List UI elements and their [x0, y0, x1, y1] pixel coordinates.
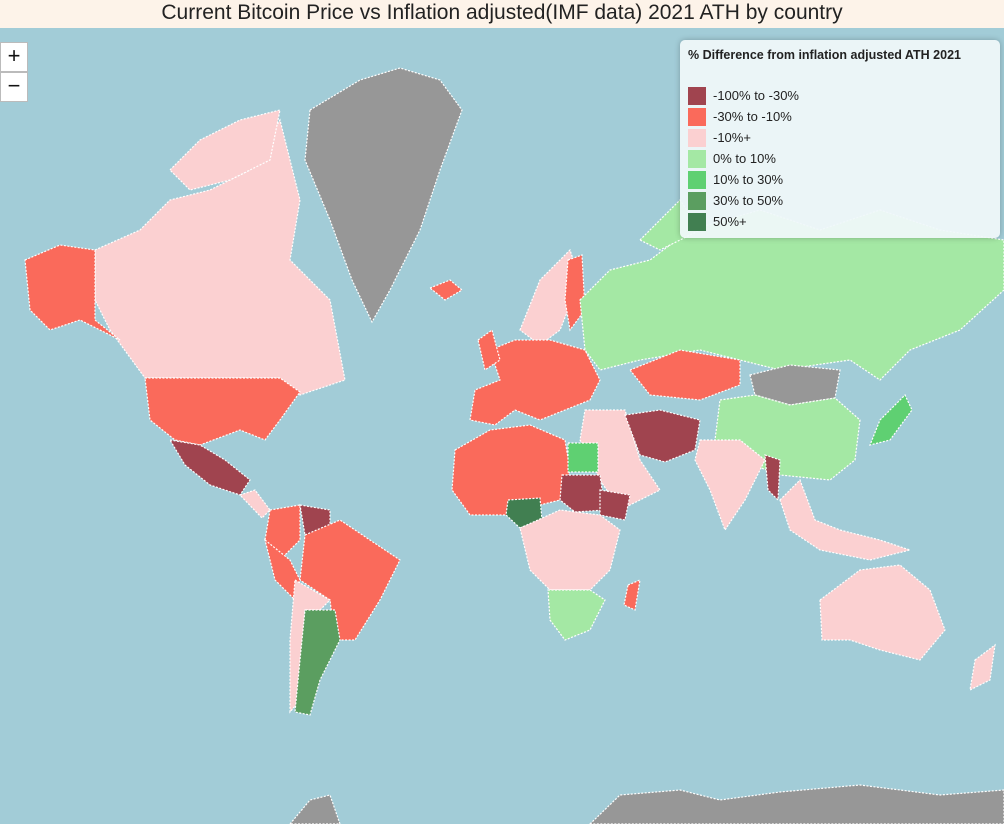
alaska: [24, 244, 121, 341]
legend-label: 30% to 50%: [713, 193, 784, 208]
antarctica: [589, 784, 1004, 824]
iceland: [428, 279, 464, 301]
legend-swatch: [688, 108, 706, 126]
legend-label: -10%+: [713, 130, 751, 145]
brazil: [299, 519, 401, 641]
legend-label: 50%+: [713, 214, 747, 229]
new-zealand: [969, 643, 996, 692]
myanmar: [764, 454, 781, 502]
canada: [94, 118, 346, 396]
legend-swatch: [688, 87, 706, 105]
legend-swatch: [688, 213, 706, 231]
north-africa: [451, 424, 571, 516]
central-africa: [519, 509, 621, 591]
india: [694, 439, 766, 532]
madagascar: [623, 579, 641, 611]
egypt: [567, 442, 599, 473]
legend-swatch: [688, 192, 706, 210]
iran: [624, 409, 701, 463]
arctic-islands: [169, 109, 281, 191]
southeast-asia: [779, 478, 913, 561]
legend-label: -100% to -30%: [713, 88, 799, 103]
usa: [144, 377, 301, 446]
legend-title: % Difference from inflation adjusted ATH…: [688, 48, 961, 62]
australia: [819, 564, 946, 661]
nigeria: [505, 497, 543, 529]
finland: [564, 254, 586, 332]
map-shapes: [24, 67, 1004, 824]
ethiopia: [599, 489, 631, 521]
zoom-out[interactable]: −: [0, 72, 28, 102]
mexico: [168, 439, 251, 496]
sudan: [559, 474, 606, 513]
legend-label: 10% to 30%: [713, 172, 784, 187]
legend: % Difference from inflation adjusted ATH…: [680, 40, 1000, 238]
legend-label: -30% to -10%: [713, 109, 792, 124]
southern-africa: [547, 589, 606, 641]
map: + − % Difference from inflation adjusted…: [0, 28, 1004, 824]
legend-swatch: [688, 129, 706, 147]
kazakhstan: [629, 349, 741, 401]
antarctica-west: [289, 794, 341, 824]
japan: [869, 393, 913, 446]
legend-swatch: [688, 150, 706, 168]
uk: [477, 329, 501, 371]
legend-label: 0% to 10%: [713, 151, 776, 166]
argentina: [294, 609, 341, 716]
title-bar: Current Bitcoin Price vs Inflation adjus…: [0, 0, 1004, 28]
zoom-in[interactable]: +: [0, 42, 28, 72]
central-america: [238, 489, 271, 519]
legend-swatch: [688, 171, 706, 189]
europe: [469, 339, 601, 426]
greenland: [304, 67, 463, 324]
title: Current Bitcoin Price vs Inflation adjus…: [161, 1, 843, 24]
